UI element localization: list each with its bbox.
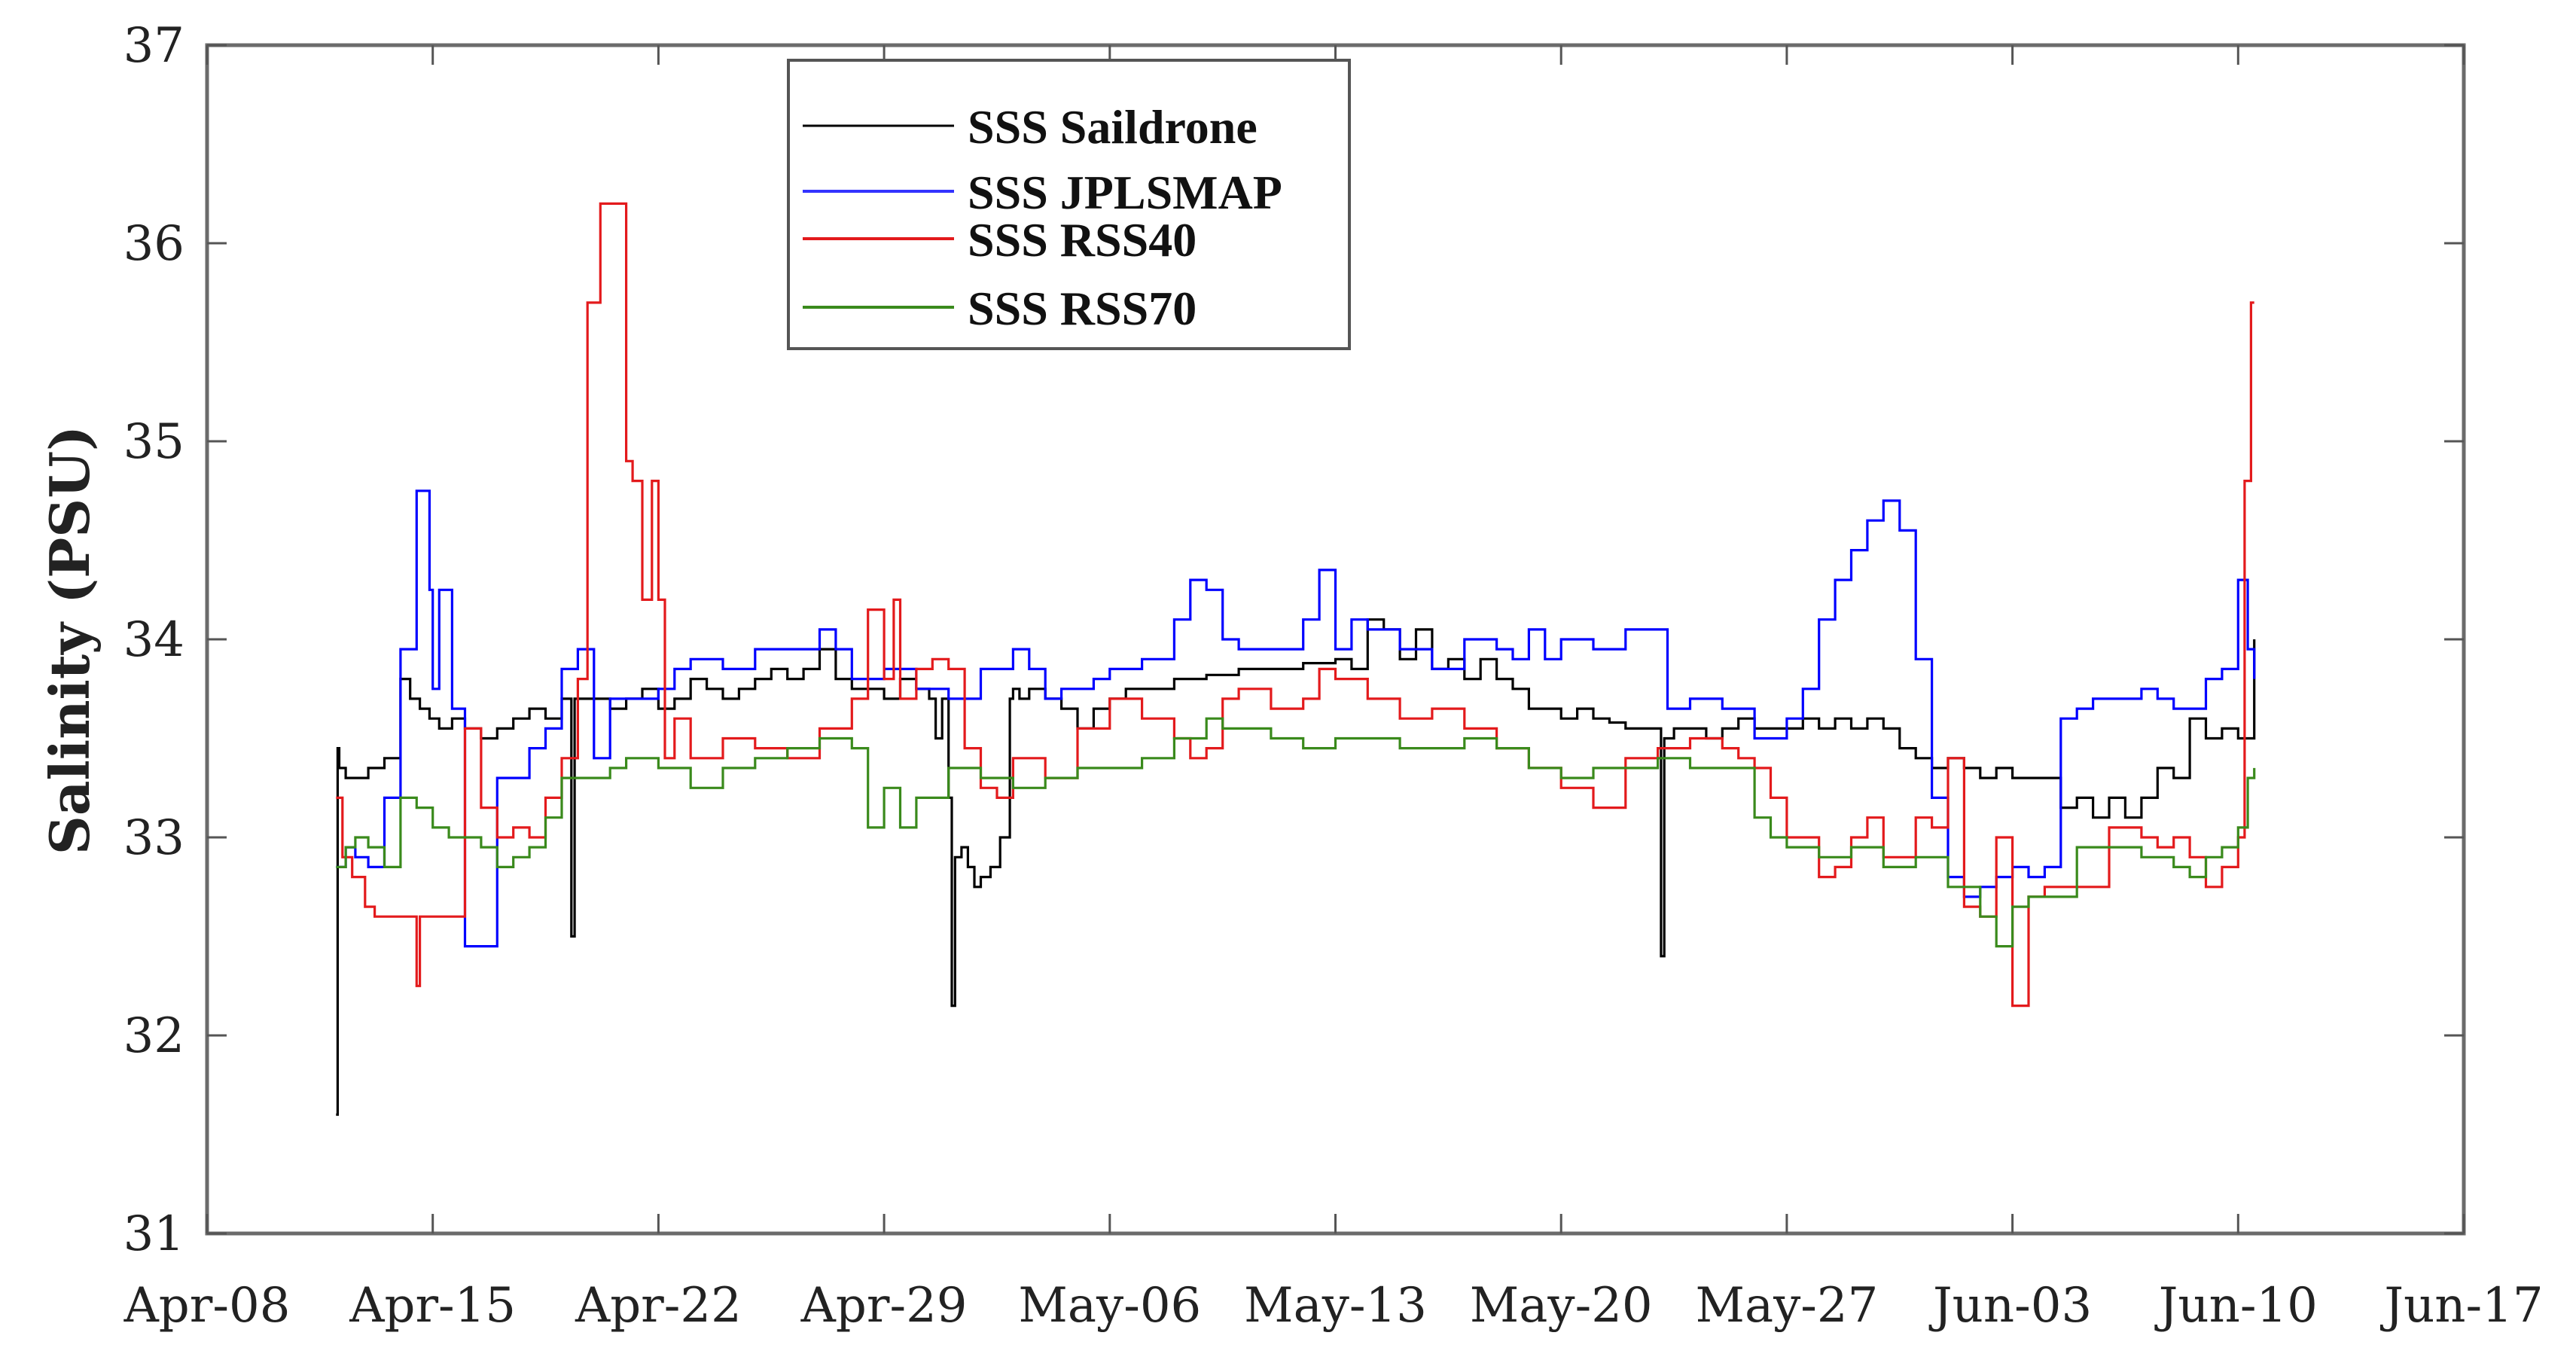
x-tick-label: May-13 [1244,1278,1427,1334]
series-sss-rss70 [336,717,2256,948]
x-tick-label: Apr-22 [575,1278,742,1334]
legend-item-rss70: SSS RSS70 [803,282,1197,335]
y-tick-label: 33 [123,810,184,866]
y-tick-label: 34 [123,612,184,668]
y-axis-label: Salinity (PSU) [38,425,102,855]
x-tick-label: May-20 [1470,1278,1653,1334]
legend-label-saildrone: SSS Saildrone [968,100,1258,154]
x-tick-label: Apr-08 [123,1278,291,1334]
x-axis: Apr-08 Apr-15 Apr-22 Apr-29 May-06 May-13 May-… [123,45,2544,1334]
x-tick-label: Apr-15 [349,1278,516,1334]
y-axis: 31 32 33 34 35 36 37 [123,18,2464,1262]
y-tick-label: 32 [123,1008,184,1064]
x-tick-label: Jun-17 [2379,1278,2543,1334]
y-tick-label: 37 [123,18,184,74]
legend-label-jplsmap: SSS JPLSMAP [968,166,1282,219]
y-tick-label: 36 [123,216,184,272]
x-tick-label: May-27 [1695,1278,1878,1334]
x-tick-label: May-06 [1018,1278,1201,1334]
legend: SSS Saildrone SSS JPLSMAP SSS RSS40 SSS … [787,59,1351,350]
x-tick-label: Apr-29 [800,1278,968,1334]
x-tick-label: Jun-03 [1928,1278,2092,1334]
series-sss-saildrone [336,618,2256,1116]
legend-box [787,59,1351,350]
legend-item-rss40: SSS RSS40 [803,213,1197,267]
y-tick-label: 35 [123,414,184,470]
series-layer [336,202,2256,1116]
legend-item-jplsmap: SSS JPLSMAP [803,166,1282,219]
legend-item-saildrone: SSS Saildrone [803,100,1258,154]
x-tick-label: Jun-10 [2154,1278,2318,1334]
y-tick-label: 31 [123,1206,184,1262]
series-sss-jplsmap [336,489,2256,948]
legend-label-rss70: SSS RSS70 [968,282,1197,335]
legend-label-rss40: SSS RSS40 [968,213,1197,267]
